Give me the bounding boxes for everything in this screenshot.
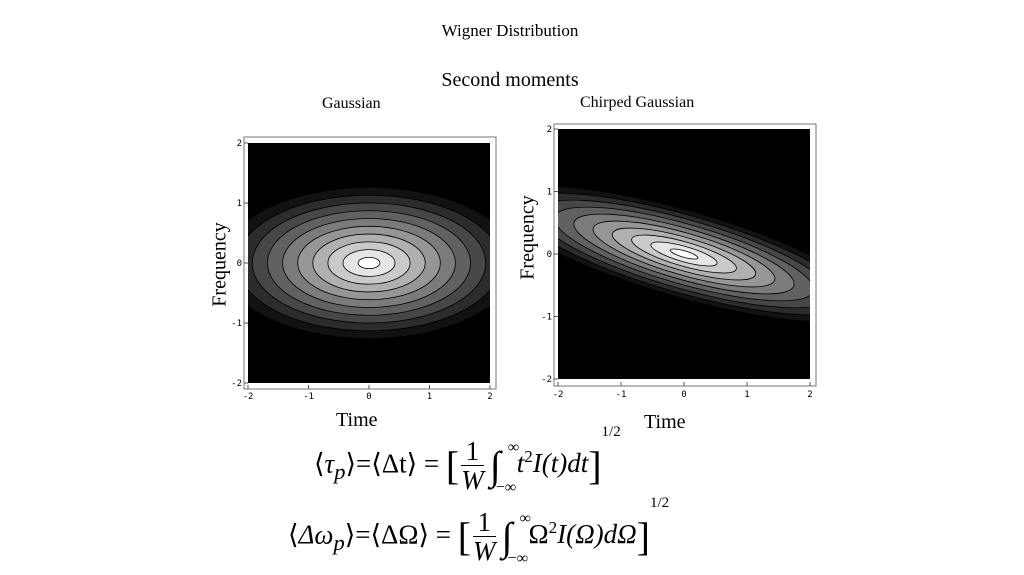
equation-pulse-duration: ⟨τp⟩=⟨Δt⟩ = [1 W ∫ ∞ −∞ t2I(t)dt]1/2	[314, 424, 621, 497]
x-tick-label: 0	[366, 392, 371, 401]
gaussian-wigner-plot: -2 2 -1 1 0 0 1 -1 2 -2	[232, 136, 497, 401]
eq1-numerator: 1	[461, 438, 484, 466]
x-tick-label: 2	[487, 392, 492, 401]
eq1-delta-t: Δt	[381, 448, 407, 479]
eq1-integral-sign: ∫ ∞ −∞	[489, 439, 520, 497]
y-axis-label-gaussian: Frequency	[208, 222, 231, 307]
contour-level	[357, 257, 381, 270]
axis-ticks: -2 2 -1 1 0 0 1 -1 2 -2	[232, 139, 493, 401]
x-tick-label: 1	[744, 390, 749, 400]
x-tick-label: -2	[243, 392, 254, 401]
y-tick-label: 2	[237, 139, 242, 149]
eq1-integrand-exp: 2	[524, 447, 533, 467]
contour-levels	[558, 185, 810, 323]
x-axis-label-gaussian: Time	[336, 409, 378, 431]
contour-level	[669, 248, 699, 260]
eq2-int-lower: −∞	[507, 550, 528, 568]
eq2-omega-sub: p	[333, 529, 345, 555]
eq2-delta-omega: Δω	[298, 519, 334, 550]
eq1-int-upper: ∞	[507, 439, 520, 457]
x-tick-label: -1	[616, 390, 627, 400]
eq2-denominator: W	[473, 536, 496, 566]
eq1-denominator: W	[461, 465, 484, 495]
y-tick-label: 1	[237, 199, 242, 209]
eq1-tau-sub: p	[334, 458, 346, 484]
x-axis-label-chirped: Time	[644, 411, 686, 433]
eq2-integrand: Ω	[528, 519, 549, 550]
y-axis-label-chirped: Frequency	[516, 195, 539, 280]
y-tick-label: -2	[542, 375, 552, 385]
equation-spectral-width: ⟨Δωp⟩=⟨ΔΩ⟩ = [1 W ∫ ∞ −∞ Ω2I(Ω)dΩ]1/2	[288, 495, 670, 568]
x-tick-label: -2	[553, 390, 564, 400]
eq1-function: I(t)dt	[532, 448, 589, 479]
eq1-integrand: t	[516, 448, 525, 479]
eq1-tau: τ	[324, 448, 335, 479]
y-tick-label: 0	[237, 259, 242, 269]
y-tick-label: 2	[547, 125, 552, 135]
x-tick-label: 0	[681, 390, 686, 400]
eq2-integrand-exp: 2	[548, 518, 558, 538]
plot-frame	[553, 123, 817, 387]
y-tick-label: -1	[542, 313, 552, 323]
slide-subtitle: Second moments	[441, 69, 579, 91]
chirped-gaussian-wigner-plot: -2 2 -1 1 0 0 1 -1 2 -2	[542, 123, 817, 400]
y-tick-label: -1	[232, 319, 242, 329]
eq2-delta-Omega: ΔΩ	[381, 519, 419, 550]
axis-ticks: -2 2 -1 1 0 0 1 -1 2 -2	[542, 125, 813, 400]
eq2-integral-sign: ∫ ∞ −∞	[501, 510, 531, 568]
x-tick-label: 2	[807, 390, 812, 400]
eq2-outer-exponent: 1/2	[649, 495, 670, 511]
plot-title-chirped-gaussian: Chirped Gaussian	[580, 94, 695, 111]
y-tick-label: -2	[232, 379, 242, 389]
eq2-int-upper: ∞	[519, 510, 531, 528]
y-tick-label: 0	[547, 250, 552, 260]
eq2-numerator: 1	[473, 509, 496, 537]
y-tick-label: 1	[547, 188, 552, 198]
slide-title: Wigner Distribution	[441, 21, 579, 40]
plot-title-gaussian: Gaussian	[322, 95, 381, 112]
x-tick-label: 1	[427, 392, 432, 401]
contour-levels	[248, 187, 490, 339]
eq1-int-lower: −∞	[495, 479, 517, 497]
eq2-function: I(Ω)dΩ	[557, 519, 637, 550]
x-tick-label: -1	[303, 392, 314, 401]
eq1-outer-exponent: 1/2	[601, 424, 621, 440]
